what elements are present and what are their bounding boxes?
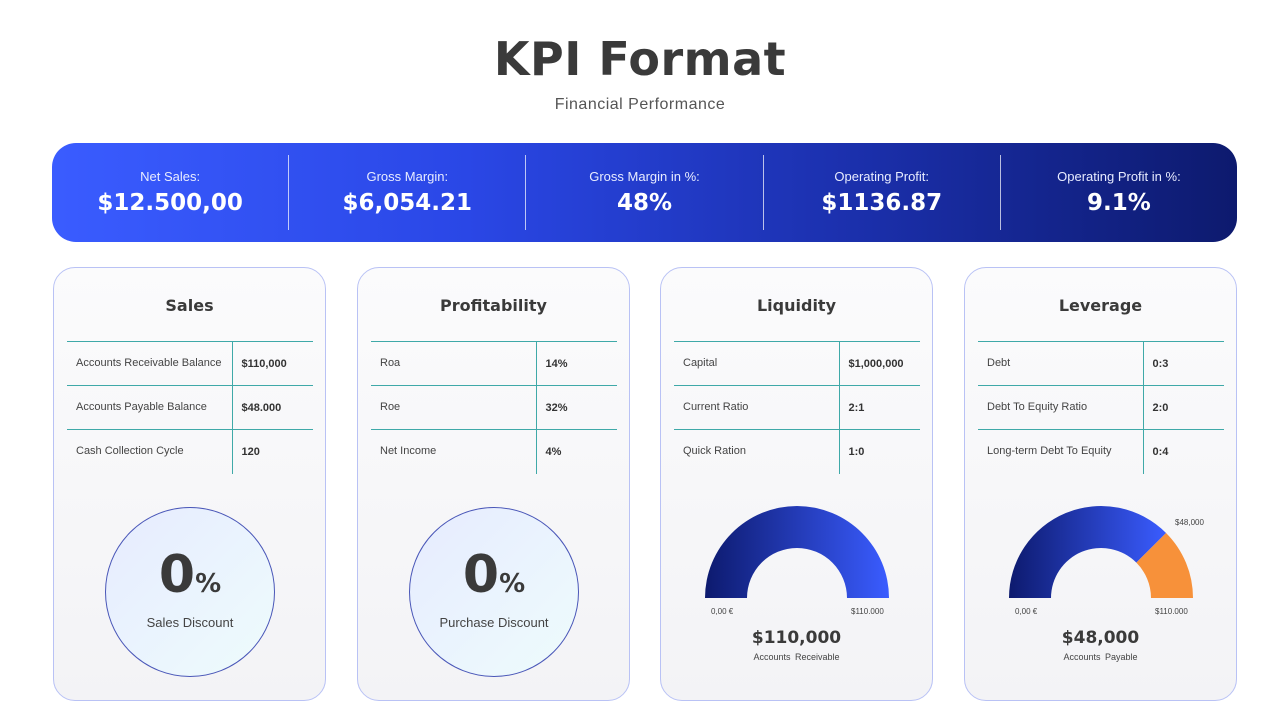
row-value: 2:0 xyxy=(1152,401,1169,414)
table-row: Accounts Receivable Balance $110,000 xyxy=(67,341,313,386)
kpi-value: $12.500,00 xyxy=(97,190,243,216)
discount-number: 0 xyxy=(462,544,500,605)
kpi-operating-profit: Operating Profit: $1136.87 xyxy=(764,155,1001,230)
page-title: KPI Format xyxy=(493,32,787,86)
row-key: Roe xyxy=(371,385,537,430)
row-key: Debt xyxy=(978,341,1144,386)
row-key: Accounts Payable Balance xyxy=(67,385,233,430)
row-key: Long-term Debt To Equity xyxy=(978,429,1144,474)
accounts-receivable-gauge: 0,00 € $110.000 xyxy=(705,506,889,616)
row-key: Accounts Receivable Balance xyxy=(67,341,233,386)
table-row: Capital $1,000,000 xyxy=(674,341,920,386)
gauge-caption: Accounts Receivable xyxy=(753,652,840,662)
gauge-max-label: $110.000 xyxy=(851,607,884,616)
page-subtitle: Financial Performance xyxy=(554,96,726,113)
gauge-marker-label: $48,000 xyxy=(1175,518,1204,527)
discount-label: Sales Discount xyxy=(146,614,234,630)
row-value: 0:3 xyxy=(1152,357,1169,370)
table-row: Debt 0:3 xyxy=(978,341,1224,386)
kpi-net-sales: Net Sales: $12.500,00 xyxy=(52,155,290,230)
row-value: $48.000 xyxy=(241,401,282,414)
discount-label: Purchase Discount xyxy=(439,614,549,630)
gauge-min-label: 0,00 € xyxy=(711,607,734,616)
row-key: Net Income xyxy=(371,429,537,474)
table-row: Long-term Debt To Equity 0:4 xyxy=(978,429,1224,474)
kpi-label: Operating Profit in %: xyxy=(1057,169,1181,184)
kpi-label: Gross Margin in %: xyxy=(589,169,700,184)
gauge-max-label: $110.000 xyxy=(1155,607,1188,616)
kpi-value: 48% xyxy=(616,190,673,216)
row-value: 4% xyxy=(545,445,562,458)
kpi-operating-profit-pct: Operating Profit in %: 9.1% xyxy=(1001,155,1237,230)
gauge-min-label: 0,00 € xyxy=(1015,607,1038,616)
table-row: Net Income 4% xyxy=(371,429,617,474)
table-row: Roe 32% xyxy=(371,385,617,430)
kpi-banner: Net Sales: $12.500,00 Gross Margin: $6,0… xyxy=(52,143,1237,242)
row-value: $110,000 xyxy=(241,357,287,370)
profitability-card: Profitability Roa 14% Roe 32% Net Income… xyxy=(357,267,630,701)
liquidity-table: Capital $1,000,000 Current Ratio 2:1 Qui… xyxy=(674,341,920,474)
table-row: Cash Collection Cycle 120 xyxy=(67,429,313,474)
row-value: 0:4 xyxy=(1152,445,1169,458)
leverage-table: Debt 0:3 Debt To Equity Ratio 2:0 Long-t… xyxy=(978,341,1224,474)
row-value: 32% xyxy=(545,401,568,414)
percent-sign: % xyxy=(499,568,526,599)
gauge-arc-remaining xyxy=(1136,532,1193,598)
kpi-gross-margin: Gross Margin: $6,054.21 xyxy=(289,155,527,230)
kpi-label: Net Sales: xyxy=(140,169,201,184)
card-title: Leverage xyxy=(1058,296,1143,315)
gauge-arc-filled xyxy=(1009,506,1167,598)
kpi-label: Gross Margin: xyxy=(366,169,449,184)
table-row: Roa 14% xyxy=(371,341,617,386)
row-key: Current Ratio xyxy=(674,385,840,430)
purchase-discount-circle: 0 % Purchase Discount xyxy=(409,507,579,677)
sales-discount-circle: 0 % Sales Discount xyxy=(105,507,275,677)
row-value: 14% xyxy=(545,357,568,370)
liquidity-card: Liquidity Capital $1,000,000 Current Rat… xyxy=(660,267,933,701)
gauge-caption: Accounts Payable xyxy=(1063,652,1138,662)
leverage-card: Leverage Debt 0:3 Debt To Equity Ratio 2… xyxy=(964,267,1237,701)
row-key: Roa xyxy=(371,341,537,386)
card-title: Sales xyxy=(165,296,214,315)
kpi-value: $6,054.21 xyxy=(342,190,473,216)
sales-table: Accounts Receivable Balance $110,000 Acc… xyxy=(67,341,313,474)
gauge-value: $110,000 xyxy=(751,628,842,648)
kpi-value: 9.1% xyxy=(1087,190,1151,216)
gauge-arc xyxy=(705,506,889,598)
kpi-label: Operating Profit: xyxy=(834,169,930,184)
table-row: Accounts Payable Balance $48.000 xyxy=(67,385,313,430)
row-value: 120 xyxy=(241,445,260,458)
row-key: Cash Collection Cycle xyxy=(67,429,233,474)
row-key: Debt To Equity Ratio xyxy=(978,385,1144,430)
discount-number: 0 xyxy=(158,544,196,605)
card-title: Profitability xyxy=(440,296,547,315)
accounts-payable-gauge: $48,000 0,00 € $110.000 xyxy=(1009,506,1204,616)
profitability-table: Roa 14% Roe 32% Net Income 4% xyxy=(371,341,617,474)
table-row: Quick Ration 1:0 xyxy=(674,429,920,474)
sales-card: Sales Accounts Receivable Balance $110,0… xyxy=(53,267,326,701)
row-value: 1:0 xyxy=(848,445,865,458)
gauge-value: $48,000 xyxy=(1061,628,1140,648)
table-row: Current Ratio 2:1 xyxy=(674,385,920,430)
row-key: Capital xyxy=(674,341,840,386)
percent-sign: % xyxy=(195,568,222,599)
row-key: Quick Ration xyxy=(674,429,840,474)
row-value: $1,000,000 xyxy=(848,357,904,370)
table-row: Debt To Equity Ratio 2:0 xyxy=(978,385,1224,430)
card-title: Liquidity xyxy=(756,296,837,315)
kpi-gross-margin-pct: Gross Margin in %: 48% xyxy=(526,155,764,230)
kpi-value: $1136.87 xyxy=(821,190,943,216)
row-value: 2:1 xyxy=(848,401,865,414)
